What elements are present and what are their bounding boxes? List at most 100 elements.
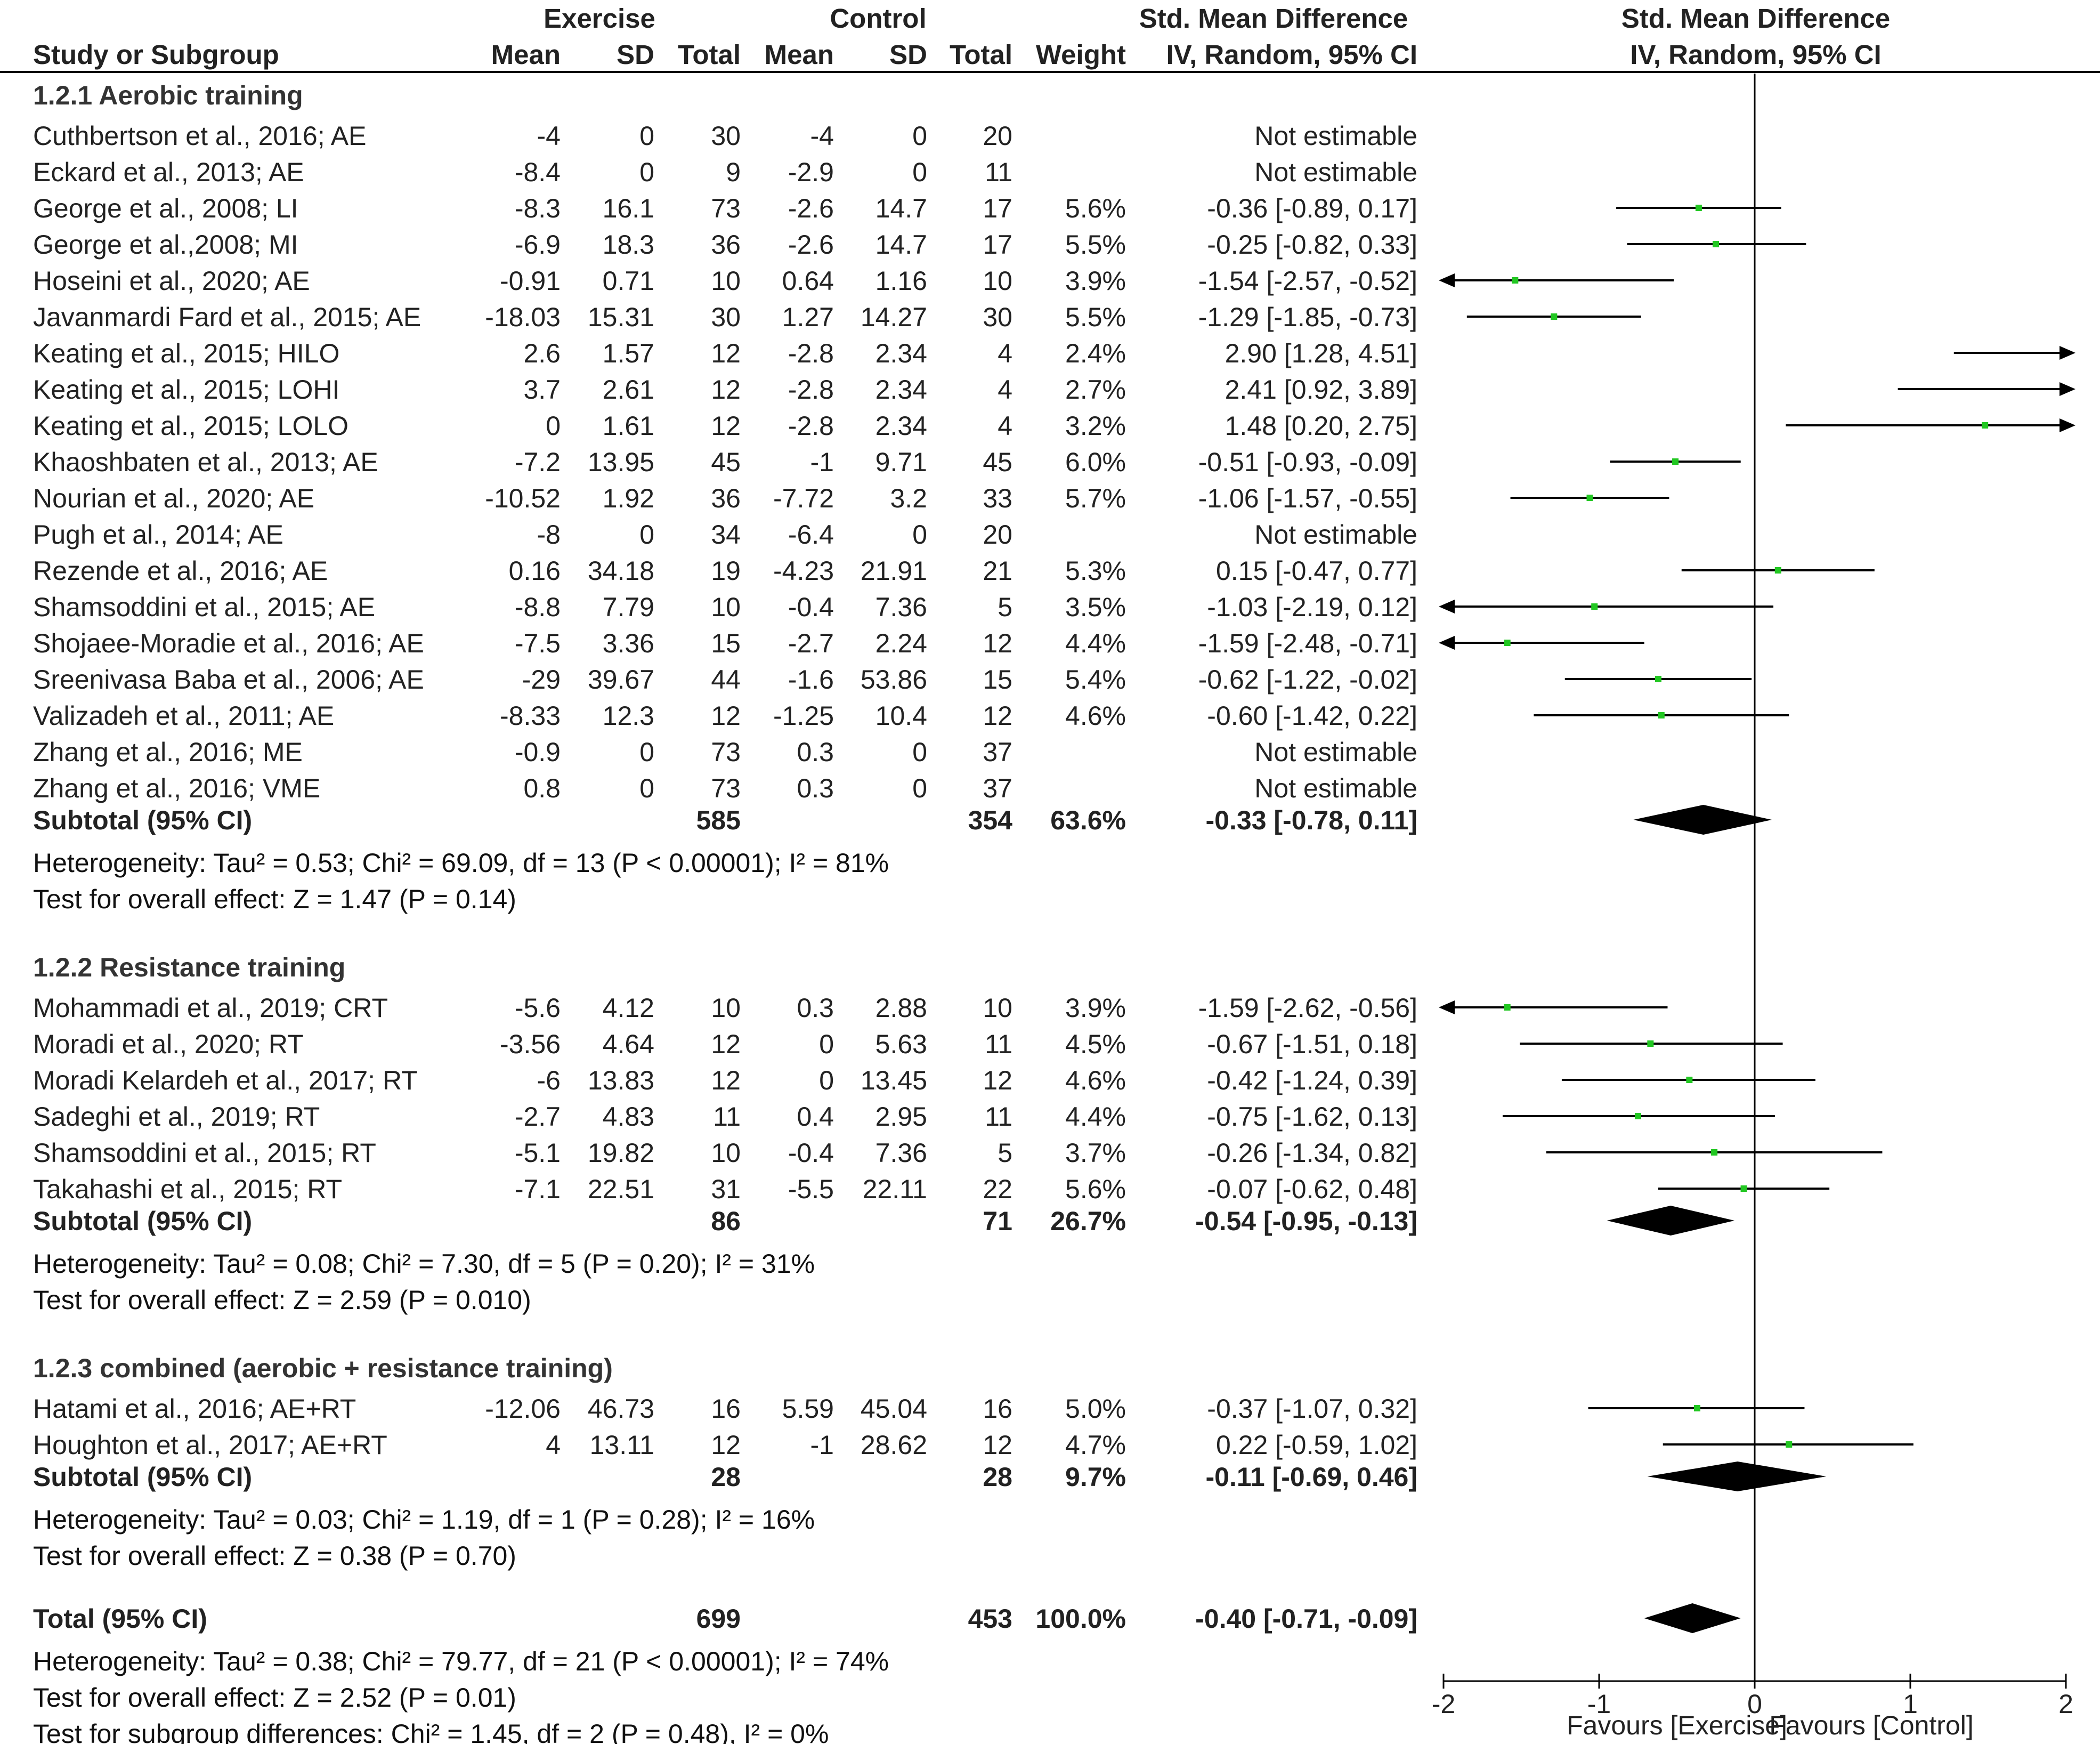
total-overall-effect-text: Test for overall effect: Z = 2.52 (P = 0… <box>33 1683 516 1713</box>
control-sd: 1.16 <box>875 266 927 296</box>
control-sd: 28.62 <box>861 1430 927 1460</box>
control-mean: -1.6 <box>788 665 834 695</box>
control-sd: 9.71 <box>875 447 927 477</box>
exercise-mean: -0.9 <box>515 737 561 767</box>
study-weight: 5.5% <box>1065 302 1126 332</box>
control-mean: 0.3 <box>797 773 834 803</box>
subgroup-title: 1.2.2 Resistance training <box>33 952 345 982</box>
exercise-sd: 15.31 <box>588 302 654 332</box>
point-estimate <box>1686 1077 1693 1083</box>
control-sd: 22.11 <box>863 1174 927 1204</box>
study-name: Keating et al., 2015; LOHI <box>33 375 339 405</box>
control-mean: -1 <box>810 447 834 477</box>
study-weight: 4.4% <box>1065 628 1126 658</box>
exercise-total: 10 <box>711 993 741 1023</box>
control-mean: -4 <box>810 121 834 151</box>
control-mean: -5.5 <box>788 1174 834 1204</box>
point-estimate <box>1658 712 1665 718</box>
exercise-total: 12 <box>711 338 741 368</box>
exercise-mean: -6.9 <box>515 230 561 260</box>
subtotal-control-total: 354 <box>968 805 1013 835</box>
subtotal-control-total: 71 <box>983 1206 1012 1236</box>
header-control: Control <box>830 3 926 34</box>
control-total: 22 <box>983 1174 1012 1204</box>
control-mean: -2.8 <box>788 411 834 441</box>
x-tick-label: 1 <box>1903 1689 1918 1719</box>
point-estimate <box>1512 277 1519 284</box>
exercise-total: 12 <box>711 1065 741 1095</box>
exercise-mean: -5.6 <box>515 993 561 1023</box>
favours-control-label: Favours [Control] <box>1769 1710 1973 1740</box>
study-ci: -0.26 [-1.34, 0.82] <box>1207 1138 1417 1168</box>
control-total: 15 <box>983 665 1012 695</box>
study-weight: 5.3% <box>1065 556 1126 586</box>
subtotal-control-total: 28 <box>983 1462 1012 1492</box>
exercise-mean: -4 <box>537 121 561 151</box>
exercise-sd: 39.67 <box>588 665 654 695</box>
study-name: Keating et al., 2015; HILO <box>33 338 339 368</box>
exercise-sd: 16.1 <box>603 193 654 223</box>
subtotal-weight: 9.7% <box>1065 1462 1126 1492</box>
exercise-mean: -7.1 <box>515 1174 561 1204</box>
exercise-sd: 12.3 <box>603 701 654 731</box>
total-label: Total (95% CI) <box>33 1604 207 1634</box>
exercise-mean: -8 <box>537 520 561 550</box>
exercise-sd: 4.12 <box>603 993 654 1023</box>
heterogeneity-text: Heterogeneity: Tau² = 0.08; Chi² = 7.30,… <box>33 1249 815 1279</box>
favours-exercise-label: Favours [Exercise] <box>1567 1710 1787 1740</box>
exercise-mean: 3.7 <box>523 375 561 405</box>
study-ci: -1.29 [-1.85, -0.73] <box>1198 302 1417 332</box>
study-ci: -0.60 [-1.42, 0.22] <box>1207 701 1417 731</box>
study-weight: 2.4% <box>1065 338 1126 368</box>
study-name: Khaoshbaten et al., 2013; AE <box>33 447 378 477</box>
exercise-total: 16 <box>711 1394 741 1424</box>
study-name: Javanmardi Fard et al., 2015; AE <box>33 302 421 332</box>
study-weight: 5.4% <box>1065 665 1126 695</box>
study-name: Cuthbertson et al., 2016; AE <box>33 121 366 151</box>
control-sd: 7.36 <box>875 592 927 622</box>
control-sd: 0 <box>912 157 927 187</box>
subtotal-label: Subtotal (95% CI) <box>33 1462 252 1492</box>
exercise-sd: 0.71 <box>603 266 654 296</box>
control-total: 20 <box>983 520 1012 550</box>
exercise-total: 31 <box>711 1174 741 1204</box>
exercise-sd: 18.3 <box>603 230 654 260</box>
point-estimate <box>1655 676 1661 682</box>
exercise-mean: -7.5 <box>515 628 561 658</box>
point-estimate <box>1551 313 1558 320</box>
exercise-sd: 3.36 <box>603 628 654 658</box>
study-weight: 4.6% <box>1065 1065 1126 1095</box>
control-total: 4 <box>998 338 1012 368</box>
study-weight: 3.9% <box>1065 993 1126 1023</box>
exercise-total: 10 <box>711 266 741 296</box>
study-ci: Not estimable <box>1254 121 1417 151</box>
exercise-mean: -12.06 <box>485 1394 561 1424</box>
control-mean: -6.4 <box>788 520 834 550</box>
point-estimate <box>1774 567 1781 574</box>
ci-arrow-right <box>2060 418 2075 432</box>
exercise-total: 45 <box>711 447 741 477</box>
study-weight: 4.5% <box>1065 1029 1126 1059</box>
ci-arrow-left <box>1439 636 1455 650</box>
exercise-total: 36 <box>711 483 741 513</box>
header-exercise: Exercise <box>544 3 655 34</box>
study-ci: -1.59 [-2.62, -0.56] <box>1198 993 1417 1023</box>
subtotal-ci: -0.33 [-0.78, 0.11] <box>1206 805 1417 835</box>
ci-arrow-left <box>1439 273 1455 287</box>
study-name: Zhang et al., 2016; ME <box>33 737 303 767</box>
exercise-sd: 46.73 <box>588 1394 654 1424</box>
study-name: Takahashi et al., 2015; RT <box>33 1174 342 1204</box>
study-name: Hoseini et al., 2020; AE <box>33 266 310 296</box>
header-study: Study or Subgroup <box>33 39 279 70</box>
study-ci: -0.37 [-1.07, 0.32] <box>1207 1394 1417 1424</box>
exercise-sd: 0 <box>639 121 654 151</box>
control-sd: 2.88 <box>875 993 927 1023</box>
control-sd: 2.95 <box>875 1102 927 1132</box>
study-weight: 3.2% <box>1065 411 1126 441</box>
study-name: Nourian et al., 2020; AE <box>33 483 314 513</box>
study-weight: 6.0% <box>1065 447 1126 477</box>
control-mean: 0.64 <box>782 266 834 296</box>
point-estimate <box>1672 458 1679 465</box>
exercise-total: 73 <box>711 193 741 223</box>
